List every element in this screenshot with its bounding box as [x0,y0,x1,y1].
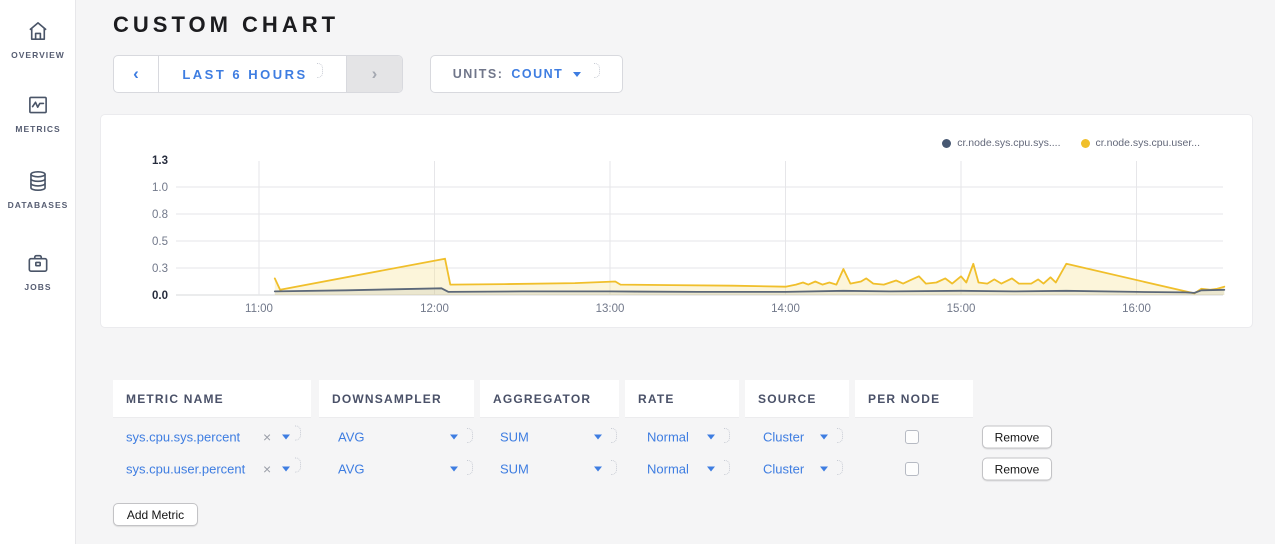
source-dropdown[interactable]: Cluster [763,462,828,477]
select-corner-decoration [724,428,730,443]
chevron-down-icon [282,466,290,472]
add-metric-button[interactable]: Add Metric [113,503,198,526]
select-corner-decoration [837,428,843,443]
sidebar-item-overview[interactable]: OVERVIEW [0,18,76,60]
sidebar-item-metrics[interactable]: METRICS [0,92,76,134]
legend-item-sys[interactable]: cr.node.sys.cpu.sys.... [942,137,1061,149]
aggregator-dropdown[interactable]: SUM [500,430,602,445]
sidebar: OVERVIEW METRICS DATABASES JOBS [0,0,76,544]
svg-text:0.3: 0.3 [152,263,168,275]
select-corner-decoration [611,428,617,443]
select-corner-decoration [594,62,601,78]
home-icon [29,22,47,40]
svg-text:1.3: 1.3 [152,155,168,167]
time-range-label: LAST 6 HOURS [182,66,308,82]
metric-name-value[interactable]: sys.cpu.sys.percent [126,429,241,445]
metrics-icon [29,96,47,114]
column-header-rate: RATE [625,380,739,418]
downsampler-dropdown[interactable]: AVG [338,430,458,445]
chevron-down-icon [707,466,715,472]
column-header-downsampler: DOWNSAMPLER [319,380,474,418]
remove-metric-button[interactable]: Remove [982,425,1052,449]
table-row: sys.cpu.user.percent × AVG SUM Normal Cl… [0,454,1275,484]
custom-chart-card: cr.node.sys.cpu.sys.... cr.node.sys.cpu.… [100,114,1253,328]
legend-dot-icon [942,138,952,148]
databases-icon [30,170,46,192]
svg-text:15:00: 15:00 [947,303,976,315]
source-dropdown[interactable]: Cluster [763,430,828,445]
svg-text:11:00: 11:00 [245,303,273,315]
svg-text:14:00: 14:00 [771,303,800,315]
chevron-down-icon [450,466,458,472]
legend-item-user[interactable]: cr.node.sys.cpu.user... [1080,137,1200,149]
units-dropdown[interactable]: UNITS: COUNT [430,55,623,93]
chevron-right-icon: › [371,64,378,83]
select-corner-decoration [467,428,473,443]
column-header-aggregator: AGGREGATOR [480,380,619,418]
time-range-selector: ‹ LAST 6 HOURS › [113,55,403,93]
column-header-source: SOURCE [745,380,849,418]
units-label: UNITS: [452,67,504,81]
sidebar-item-jobs[interactable]: JOBS [0,250,76,292]
time-range-prev-button[interactable]: ‹ [114,56,159,92]
sidebar-item-label: OVERVIEW [11,50,65,60]
rate-dropdown[interactable]: Normal [647,462,715,477]
chevron-down-icon [573,71,582,77]
column-header-per-node: PER NODE [855,380,973,418]
legend-label: cr.node.sys.cpu.sys.... [957,137,1061,149]
svg-text:13:00: 13:00 [596,303,625,315]
select-corner-decoration [295,425,301,441]
page-title: CUSTOM CHART [113,12,340,37]
clear-metric-icon[interactable]: × [263,429,272,445]
metric-name-dropdown[interactable] [282,457,301,477]
svg-text:12:00: 12:00 [420,303,449,315]
sidebar-item-label: JOBS [24,282,52,292]
units-value: COUNT [511,67,564,81]
chevron-left-icon: ‹ [133,64,139,83]
time-range-dropdown[interactable]: LAST 6 HOURS [159,56,346,92]
rate-dropdown[interactable]: Normal [647,430,715,445]
clear-metric-icon[interactable]: × [263,461,272,477]
select-corner-decoration [467,460,473,475]
select-corner-decoration [316,62,323,78]
table-row: sys.cpu.sys.percent × AVG SUM Normal Clu… [0,422,1275,452]
column-header-metric-name: METRIC NAME [113,380,311,418]
svg-text:1.0: 1.0 [152,182,168,194]
svg-text:16:00: 16:00 [1122,303,1151,315]
sidebar-item-label: DATABASES [7,200,69,210]
chevron-down-icon [594,466,602,472]
select-corner-decoration [724,460,730,475]
legend-label: cr.node.sys.cpu.user... [1095,137,1200,149]
chart-legend: cr.node.sys.cpu.sys.... cr.node.sys.cpu.… [942,137,1200,149]
metric-name-dropdown[interactable] [282,425,301,445]
chevron-down-icon [282,434,290,440]
chevron-down-icon [594,434,602,440]
jobs-icon [28,254,48,272]
per-node-checkbox[interactable] [905,462,919,476]
remove-metric-button[interactable]: Remove [982,457,1052,481]
sidebar-item-label: METRICS [15,124,61,134]
sidebar-item-databases[interactable]: DATABASES [0,168,76,210]
line-chart: 1.3 1.0 0.8 0.5 0.3 0.0 11:00 12:00 13:00 14:00 15… [101,115,1252,332]
select-corner-decoration [837,460,843,475]
svg-text:0.0: 0.0 [152,290,168,302]
metric-name-value[interactable]: sys.cpu.user.percent [126,461,246,477]
chevron-down-icon [450,434,458,440]
legend-dot-icon [1080,138,1090,148]
svg-text:0.8: 0.8 [152,209,168,221]
chevron-down-icon [820,466,828,472]
aggregator-dropdown[interactable]: SUM [500,462,602,477]
chevron-down-icon [707,434,715,440]
svg-text:0.5: 0.5 [152,236,168,248]
per-node-checkbox[interactable] [905,430,919,444]
select-corner-decoration [611,460,617,475]
chevron-down-icon [820,434,828,440]
select-corner-decoration [295,457,301,473]
time-range-next-button[interactable]: › [346,56,402,92]
downsampler-dropdown[interactable]: AVG [338,462,458,477]
